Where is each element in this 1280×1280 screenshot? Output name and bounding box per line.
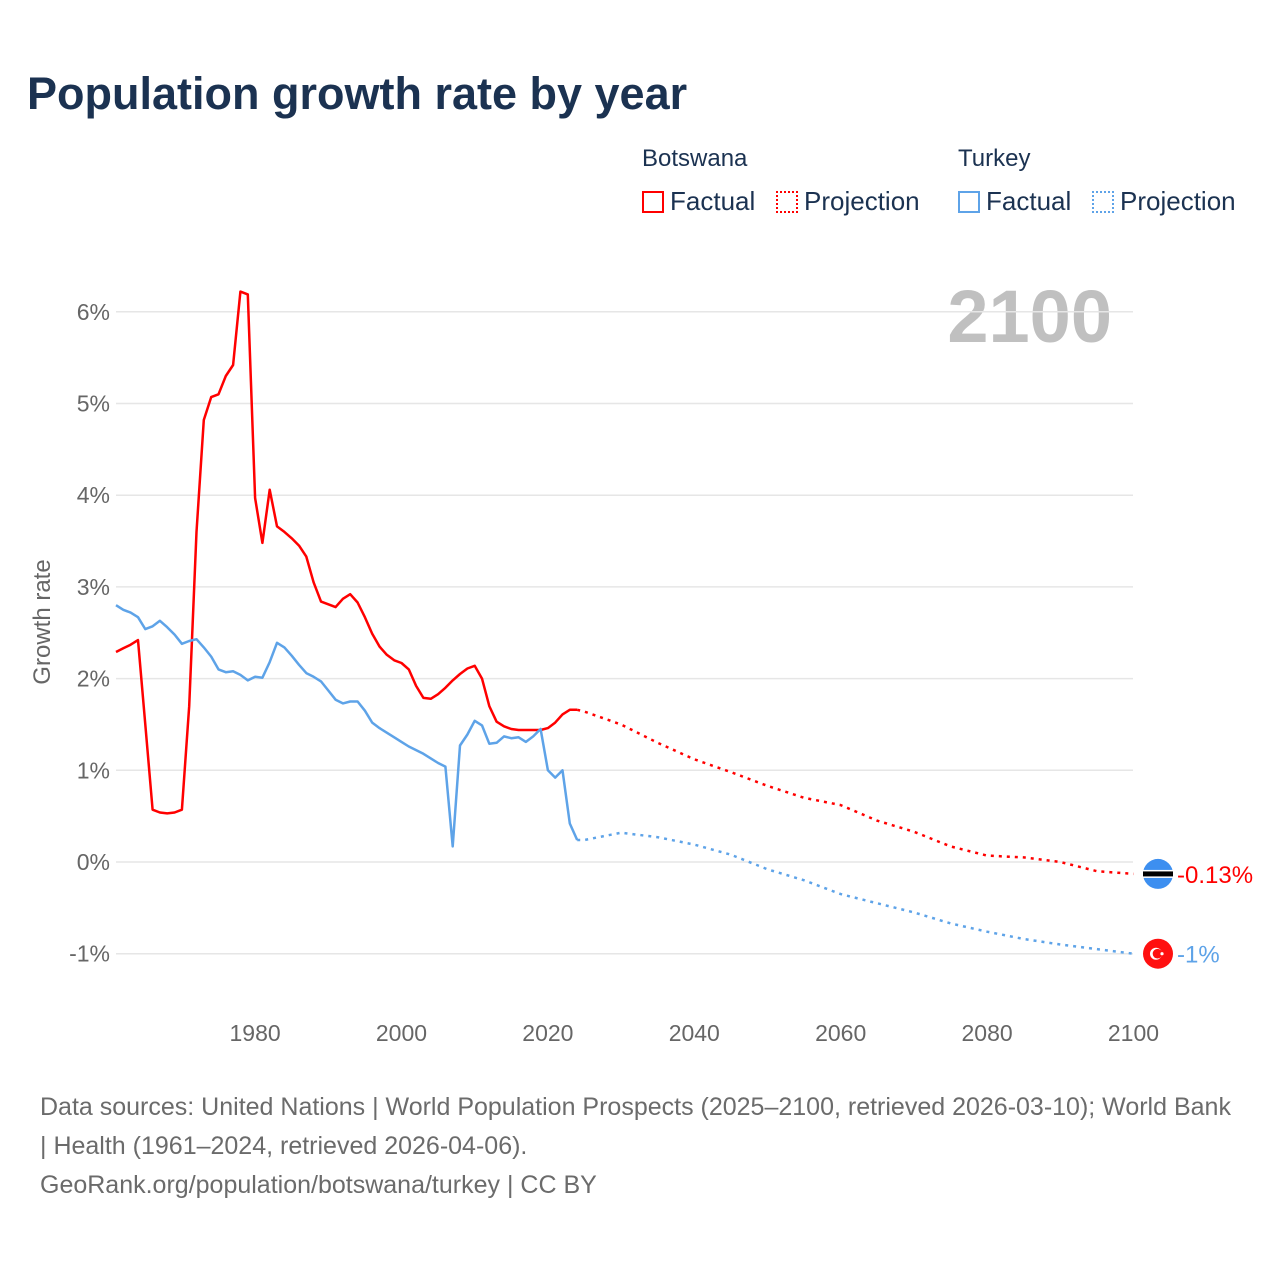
y-tick-label: 2% xyxy=(77,666,110,692)
botswana-projection-line xyxy=(576,708,1134,876)
legend-group-turkey: Turkey xyxy=(958,145,1031,172)
y-tick-label: 1% xyxy=(77,757,110,783)
y-tick-label: 4% xyxy=(77,482,110,508)
page-title: Population growth rate by year xyxy=(27,68,688,119)
legend-swatch-solid xyxy=(958,190,980,213)
source-link[interactable]: GeoRank.org/population/botswana/turkey |… xyxy=(40,1171,597,1199)
legend-turkey-projection[interactable]: Projection xyxy=(1092,186,1236,217)
y-axis-label: Growth rate xyxy=(29,559,56,684)
x-tick-label: 2100 xyxy=(1108,1020,1159,1046)
x-tick-label: 1980 xyxy=(229,1020,280,1046)
y-tick-label: 0% xyxy=(77,849,110,875)
x-tick-label: 2040 xyxy=(669,1020,720,1046)
legend-label: Factual xyxy=(986,186,1072,216)
y-tick-label: 3% xyxy=(77,574,110,600)
legend-turkey-factual[interactable]: Factual xyxy=(958,186,1071,217)
turkey-end-label: -1% xyxy=(1177,942,1220,969)
legend-swatch-dotted xyxy=(1092,190,1114,213)
turkey-factual-line xyxy=(115,604,579,848)
legend-label: Projection xyxy=(804,186,920,216)
data-sources: Data sources: United Nations | World Pop… xyxy=(40,1093,1231,1160)
x-tick-label: 2060 xyxy=(815,1020,866,1046)
legend-botswana-projection[interactable]: Projection xyxy=(776,186,920,217)
legend-swatch-dotted xyxy=(776,190,798,213)
legend-label: Factual xyxy=(670,186,756,216)
y-tick-label: 5% xyxy=(77,391,110,417)
legend-swatch-solid xyxy=(642,190,664,213)
y-tick-label: -1% xyxy=(69,941,110,967)
footer: Data sources: United Nations | World Pop… xyxy=(40,1088,1240,1205)
botswana-end-label: -0.13% xyxy=(1177,862,1253,889)
turkey-projection-line xyxy=(577,831,1134,955)
botswana-flag-icon xyxy=(1143,858,1173,889)
y-tick-label: 6% xyxy=(77,299,110,325)
legend-botswana-factual[interactable]: Factual xyxy=(642,186,755,217)
x-tick-label: 2020 xyxy=(522,1020,573,1046)
legend-label: Projection xyxy=(1120,186,1236,216)
x-tick-label: 2000 xyxy=(376,1020,427,1046)
botswana-factual-line xyxy=(115,290,578,815)
turkey-flag-icon xyxy=(1143,938,1173,969)
year-watermark: 2100 xyxy=(947,275,1112,358)
x-tick-label: 2080 xyxy=(961,1020,1012,1046)
legend-group-botswana: Botswana xyxy=(642,145,748,172)
